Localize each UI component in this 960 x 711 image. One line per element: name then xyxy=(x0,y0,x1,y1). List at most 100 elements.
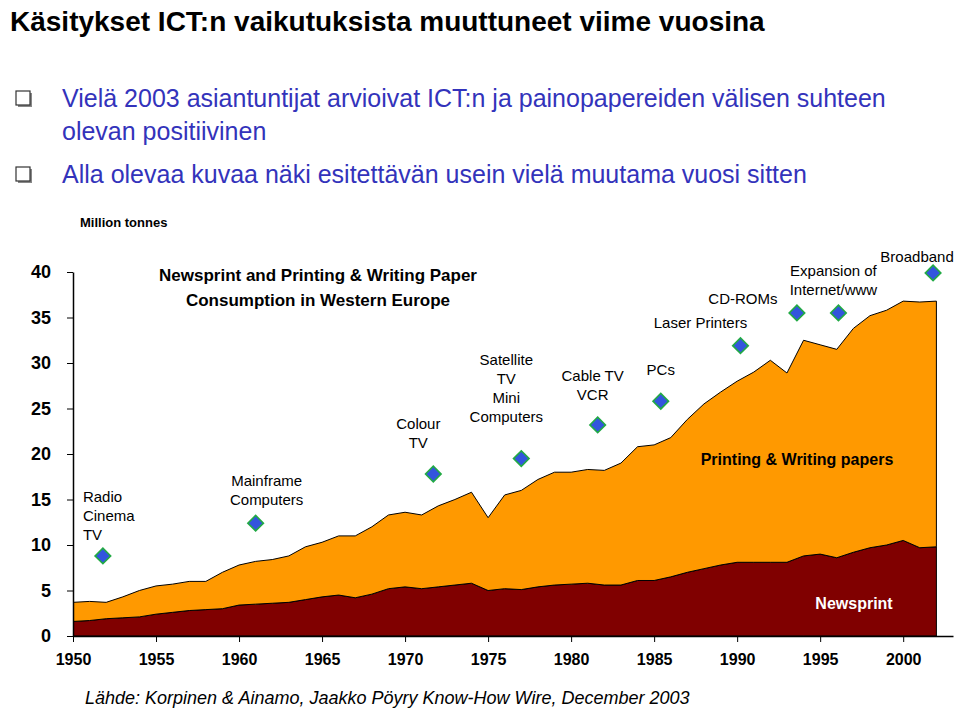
tick: 2000 xyxy=(886,636,922,668)
tick: 1955 xyxy=(139,636,175,668)
annotation-label: Mini xyxy=(493,389,521,406)
tick-label: 1990 xyxy=(720,651,756,668)
annotation-label: Cable TV xyxy=(562,367,624,384)
tick: 10 xyxy=(31,535,73,555)
chart-title: Consumption in Western Europe xyxy=(186,291,450,310)
tick-label: 1960 xyxy=(222,651,258,668)
tick-label: 1985 xyxy=(637,651,673,668)
annotation-label: Expansion of xyxy=(790,262,878,279)
tick-mark xyxy=(67,318,73,319)
tick-label: 1975 xyxy=(471,651,507,668)
tick-mark xyxy=(156,636,157,642)
annotation-marker xyxy=(514,451,530,467)
annotation-marker xyxy=(248,515,264,531)
tick: 30 xyxy=(31,353,73,373)
tick: 1995 xyxy=(803,636,839,668)
tick: 1975 xyxy=(471,636,507,668)
tick-label: 10 xyxy=(31,535,51,555)
chart-title: Newsprint and Printing & Writing Paper xyxy=(159,266,477,285)
tick: 40 xyxy=(31,262,73,282)
tick-label: 40 xyxy=(31,262,51,282)
tick-mark xyxy=(67,636,73,637)
annotation-marker xyxy=(733,338,749,354)
x-axis: 1950 1955 1960 1965 1970 1975 1980 1985 1990 1995… xyxy=(56,636,954,668)
tick-mark xyxy=(67,591,73,592)
tick-mark xyxy=(67,409,73,410)
tick-label: 30 xyxy=(31,353,51,373)
plot-area xyxy=(73,301,936,636)
source: Lähde: Korpinen & Ainamo, Jaakko Pöyry K… xyxy=(85,688,689,708)
axis-title: Million tonnes xyxy=(80,215,167,230)
tick-mark xyxy=(405,636,406,642)
tick-mark xyxy=(73,636,74,642)
series-label: Newsprint xyxy=(815,595,893,612)
tick-label: 25 xyxy=(31,399,51,419)
series-label: Printing & Writing papers xyxy=(701,451,894,468)
tick: 35 xyxy=(31,308,73,328)
tick-label: 1950 xyxy=(56,651,92,668)
tick: 1965 xyxy=(305,636,341,668)
annotation-label: TV xyxy=(83,526,102,543)
slide-title: Käsitykset ICT:n vaikutuksista muuttunee… xyxy=(10,6,765,37)
annotation-marker xyxy=(925,265,941,281)
tick-label: 1995 xyxy=(803,651,839,668)
tick-mark xyxy=(67,545,73,546)
annotation-label: Computers xyxy=(230,491,303,508)
tick-mark xyxy=(322,636,323,642)
annotation-label: Colour xyxy=(396,415,440,432)
annotation-label: CD-ROMs xyxy=(708,290,777,307)
annotation-label: Broadband xyxy=(880,248,953,265)
tick-label: 1980 xyxy=(554,651,590,668)
tick-mark xyxy=(903,636,904,642)
tick-mark xyxy=(654,636,655,642)
tick-label: 15 xyxy=(31,490,51,510)
annotation-marker xyxy=(590,417,606,433)
annotation-marker xyxy=(831,305,847,321)
annotation-label: VCR xyxy=(577,386,609,403)
annotation-marker xyxy=(789,305,805,321)
tick-label: 5 xyxy=(41,581,51,601)
tick: 1950 xyxy=(56,636,92,668)
area xyxy=(73,301,936,621)
tick: 5 xyxy=(41,581,73,601)
bullet: Alla olevaa kuvaa näki esitettävän usein… xyxy=(62,158,922,191)
tick-mark xyxy=(488,636,489,642)
tick-mark xyxy=(571,636,572,642)
tick: 1980 xyxy=(554,636,590,668)
bullet-box xyxy=(16,167,30,181)
y-axis: 0 5 10 15 20 25 30 35 40 xyxy=(31,262,74,646)
bullet: Vielä 2003 asiantuntijat arvioivat ICT:n… xyxy=(62,82,922,148)
tick: 15 xyxy=(31,490,73,510)
annotation-marker xyxy=(426,466,442,482)
tick-mark xyxy=(239,636,240,642)
annotation-marker xyxy=(95,548,111,564)
tick-mark xyxy=(67,272,73,273)
annotation-label: Cinema xyxy=(83,507,135,524)
tick-mark xyxy=(67,363,73,364)
annotation-label: Mainframe xyxy=(231,472,302,489)
bullet-box xyxy=(16,91,30,105)
tick-label: 20 xyxy=(31,444,51,464)
annotation-label: Internet/www xyxy=(790,281,878,298)
tick: 1970 xyxy=(388,636,424,668)
tick-label: 1970 xyxy=(388,651,424,668)
annotation-label: Satellite xyxy=(480,351,533,368)
tick-mark xyxy=(737,636,738,642)
tick: 1985 xyxy=(637,636,673,668)
tick-label: 0 xyxy=(41,626,51,646)
tick-label: 35 xyxy=(31,308,51,328)
annotations: Radio Cinema TV Mainframe Computers Colour TV S… xyxy=(83,248,954,564)
tick: 20 xyxy=(31,444,73,464)
annotation-label: PCs xyxy=(647,361,675,378)
annotation-label: Laser Printers xyxy=(654,314,747,331)
tick: 0 xyxy=(41,626,73,646)
axis-line xyxy=(74,636,954,638)
annotation-label: TV xyxy=(497,370,516,387)
annotation-label: TV xyxy=(409,434,428,451)
tick: 1960 xyxy=(222,636,258,668)
tick: 25 xyxy=(31,399,73,419)
tick-mark xyxy=(67,454,73,455)
tick-mark xyxy=(67,500,73,501)
tick-label: 2000 xyxy=(886,651,922,668)
annotation-label: Radio xyxy=(83,488,122,505)
